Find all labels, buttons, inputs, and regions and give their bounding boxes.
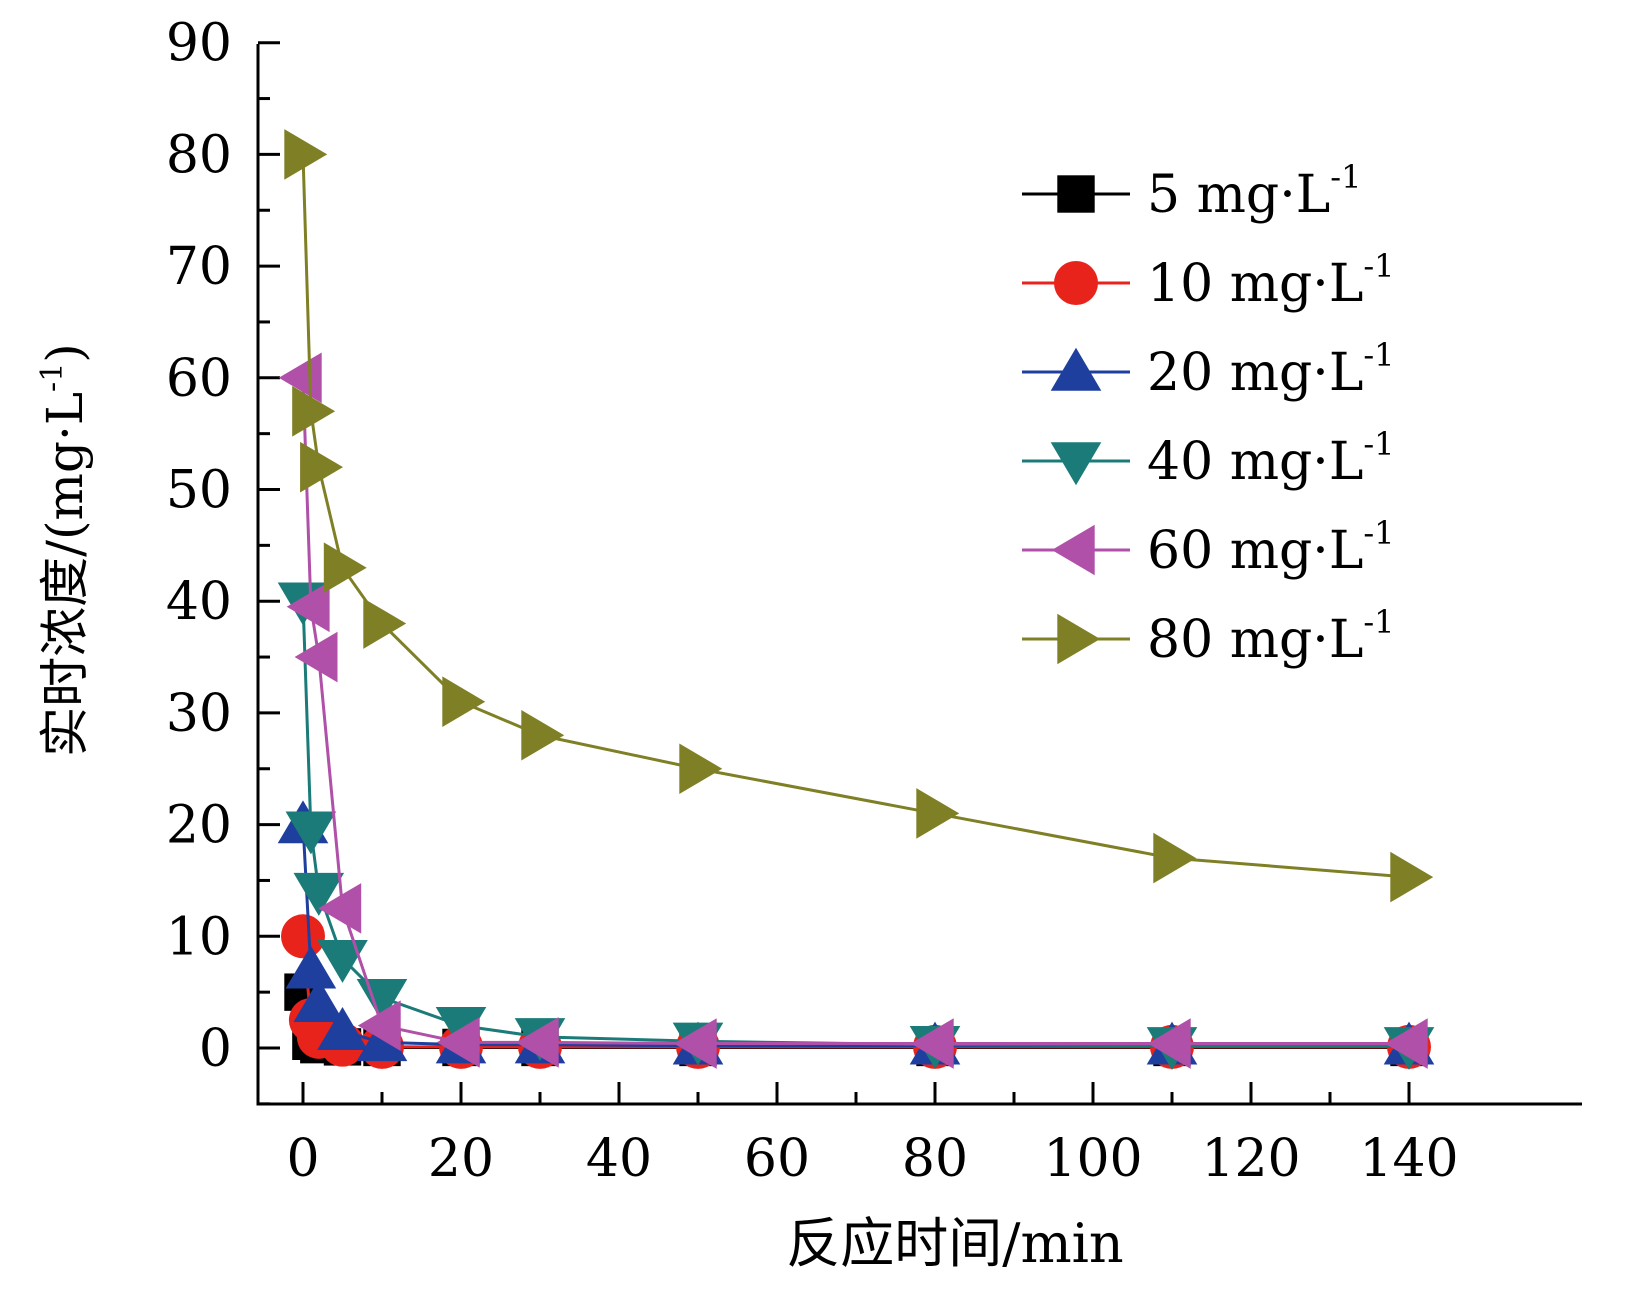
data-point [916, 788, 960, 839]
data-point [300, 441, 343, 493]
legend-marker [1051, 524, 1095, 576]
legend-label-sup: -1 [1363, 336, 1394, 374]
data-point [294, 631, 338, 683]
legend-label-text: 10 mg·L [1147, 254, 1363, 314]
legend-label: 20 mg·L-1 [1147, 336, 1395, 403]
data-point [286, 581, 330, 633]
data-point [442, 676, 486, 728]
y-tick-label: 60 [166, 349, 232, 409]
series-5 [278, 352, 1428, 1069]
data-point [292, 386, 336, 437]
x-tick-label: 80 [902, 1129, 968, 1189]
legend-label-sup: -1 [1363, 425, 1394, 463]
legend-label: 80 mg·L-1 [1147, 603, 1395, 670]
data-point [318, 883, 362, 934]
data-point [521, 709, 565, 761]
x-tick-label: 20 [428, 1129, 494, 1189]
legend-label-text: 80 mg·L [1147, 610, 1363, 670]
legend-item: 60 mg·L-1 [1022, 514, 1395, 581]
y-tick-label: 70 [166, 237, 232, 297]
legend-label: 60 mg·L-1 [1147, 514, 1395, 581]
data-point [1153, 832, 1197, 884]
data-point [1384, 1018, 1428, 1069]
legend-label-text: 40 mg·L [1147, 432, 1363, 492]
data-point [323, 542, 367, 593]
y-tick-label: 50 [166, 461, 232, 521]
legend-label: 5 mg·L-1 [1147, 158, 1361, 225]
series-6 [284, 129, 1434, 903]
data-point [293, 872, 345, 916]
plot-area [277, 129, 1435, 1070]
legend-label-sup: -1 [1363, 603, 1394, 641]
x-tick-label: 0 [286, 1129, 319, 1189]
data-point [317, 1007, 368, 1050]
legend-label-text: 60 mg·L [1147, 521, 1363, 581]
x-tick-label: 120 [1201, 1129, 1300, 1189]
x-axis-label: 反应时间/min [786, 1212, 1123, 1275]
y-tick-label: 80 [166, 125, 232, 185]
axes: 0 10 20 30 40 50 60 70 80 90 0 20 40 60 80 100 120 140 [166, 14, 1582, 1189]
data-point [515, 1017, 559, 1068]
y-tick-label: 90 [166, 14, 232, 74]
legend-label-text: 5 mg·L [1147, 165, 1330, 225]
legend-item: 5 mg·L-1 [1022, 158, 1361, 225]
legend-label-sup: -1 [1363, 247, 1394, 285]
y-axis-label: 实时浓度/(mg·L-1) [35, 343, 94, 757]
data-point [363, 598, 407, 649]
legend-label: 10 mg·L-1 [1147, 247, 1395, 314]
y-tick-label: 30 [166, 684, 232, 744]
data-point [679, 743, 723, 795]
y-axis-label-close: ) [36, 343, 94, 363]
legend-marker [1057, 175, 1095, 213]
y-tick-label: 0 [199, 1019, 232, 1079]
data-point [357, 1000, 401, 1051]
data-point [1147, 1018, 1191, 1069]
legend-label-text: 20 mg·L [1147, 343, 1363, 403]
y-tick-label: 40 [166, 572, 232, 632]
y-tick-label: 10 [166, 907, 232, 967]
legend-marker [1050, 442, 1102, 486]
legend-label: 40 mg·L-1 [1147, 425, 1395, 492]
legend-marker [1057, 613, 1101, 665]
data-point [673, 1018, 717, 1069]
data-point [436, 1017, 480, 1068]
legend-marker [1050, 347, 1102, 391]
data-point [284, 129, 328, 180]
x-tick-label: 60 [744, 1129, 810, 1189]
legend-item: 10 mg·L-1 [1022, 247, 1395, 314]
x-tick-label: 100 [1043, 1129, 1142, 1189]
y-axis-label-sup: -1 [35, 363, 70, 392]
legend-item: 20 mg·L-1 [1022, 336, 1395, 403]
data-point [317, 939, 368, 983]
y-tick-label: 20 [166, 796, 232, 856]
legend-label-sup: -1 [1363, 514, 1394, 552]
legend-item: 40 mg·L-1 [1022, 425, 1395, 492]
data-point [910, 1018, 954, 1069]
data-point [285, 945, 337, 989]
y-axis-label-main: 实时浓度/(mg·L [36, 392, 94, 757]
legend-item: 80 mg·L-1 [1022, 603, 1395, 670]
legend: 5 mg·L-110 mg·L-120 mg·L-140 mg·L-160 mg… [1022, 158, 1395, 670]
legend-label-sup: -1 [1330, 158, 1361, 196]
x-tick-label: 40 [586, 1129, 652, 1189]
data-point [1390, 851, 1434, 903]
data-point [285, 811, 337, 855]
legend-marker [1054, 261, 1098, 305]
data-point [281, 914, 325, 959]
x-tick-label: 140 [1359, 1129, 1458, 1189]
data-point [293, 979, 345, 1023]
